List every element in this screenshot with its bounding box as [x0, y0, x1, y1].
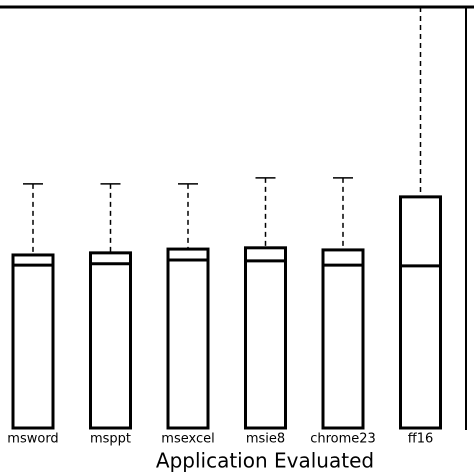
- x-tick-label: ff16: [408, 432, 434, 447]
- x-tick-label: chrome23: [310, 432, 376, 447]
- x-axis-label: Application Evaluated: [156, 449, 374, 473]
- x-tick-label: msexcel: [161, 432, 214, 447]
- x-tick-label: msword: [7, 432, 58, 447]
- box: [321, 248, 365, 430]
- x-tick-label: msie8: [246, 432, 285, 447]
- x-tick-label: msppt: [90, 432, 131, 447]
- box: [11, 253, 55, 430]
- box: [399, 195, 442, 430]
- box: [166, 247, 210, 430]
- box: [89, 251, 132, 430]
- box: [244, 246, 287, 430]
